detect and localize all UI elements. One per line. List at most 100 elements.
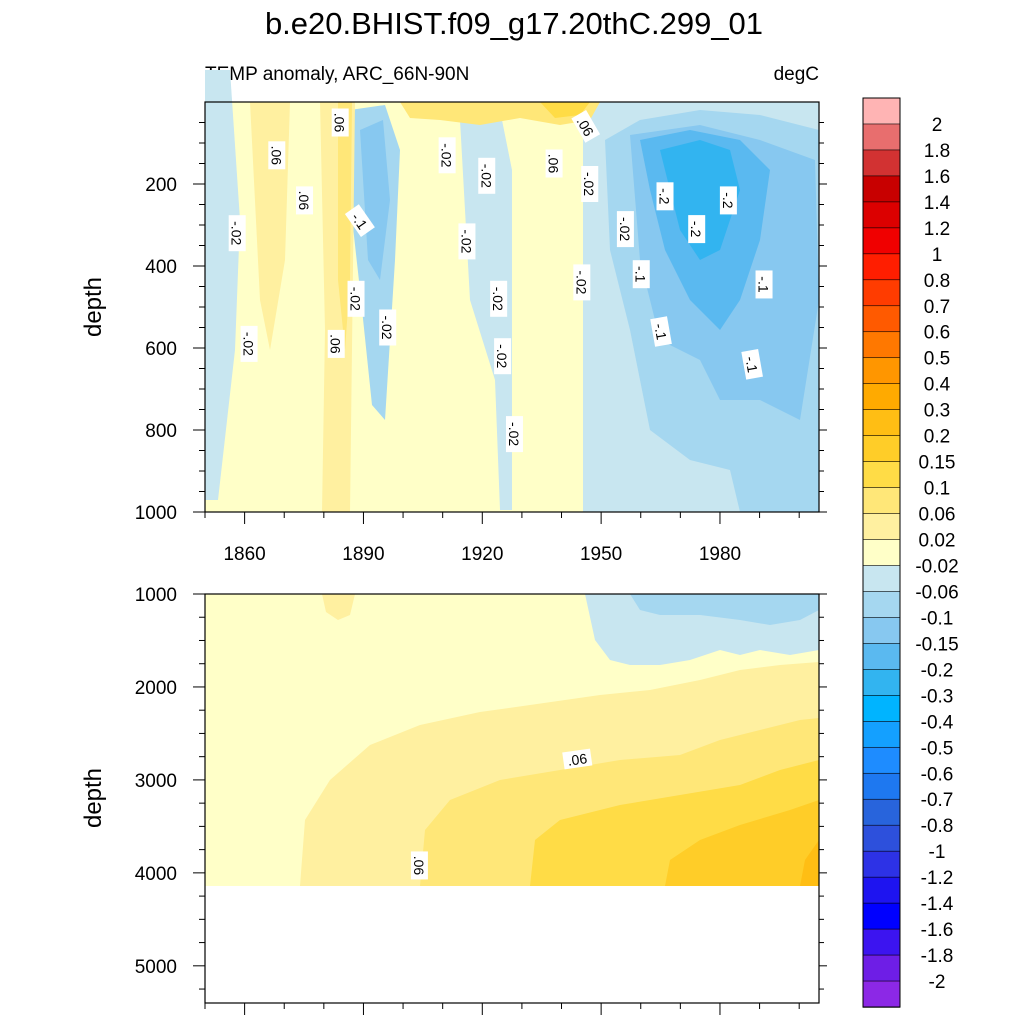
colorbar-level-label: -1 xyxy=(929,842,946,863)
colorbar-swatch xyxy=(862,721,901,748)
colorbar-level-label: -0.02 xyxy=(915,556,958,577)
contour-label-text: -.1 xyxy=(633,266,649,283)
contour-label-bg xyxy=(545,149,563,178)
colorbar-swatch xyxy=(862,461,901,489)
colorbar-level-label: 1.6 xyxy=(924,167,950,188)
subtitle-left: TEMP anomaly, ARC_66N-90N xyxy=(205,64,469,85)
y-tick-label: 1000 xyxy=(135,585,177,606)
colorbar-swatch xyxy=(862,591,901,619)
colorbar-level-label: 0.1 xyxy=(924,479,950,500)
colorbar-level-label: -0.06 xyxy=(915,582,958,603)
colorbar-swatch xyxy=(862,902,901,930)
lower-contour-fill xyxy=(205,594,819,886)
contour-label-bg xyxy=(650,316,672,347)
contour-label: .06 xyxy=(296,186,314,215)
contour-label-text: .06 xyxy=(296,191,312,211)
contour-label-bg xyxy=(379,309,397,346)
contour-label-text: .06 xyxy=(332,113,348,133)
colorbar-swatch xyxy=(862,331,901,359)
contour-label-bg xyxy=(741,349,763,380)
contour-label-text: -.02 xyxy=(229,221,245,245)
contour-label-bg xyxy=(719,186,737,215)
colorbar-swatch xyxy=(862,279,901,307)
lower-contour-labels: .06 .06 xyxy=(410,748,593,880)
colorbar-swatch xyxy=(862,149,901,177)
lower-warm-blob xyxy=(322,594,355,620)
contour-label-bg xyxy=(656,182,674,211)
contour-label: -.02 xyxy=(505,416,523,453)
colorbar-level-label: -1.8 xyxy=(921,946,954,967)
upper-panel: 1860 1890 1920 1950 1980 200 400 600 800 1000 .0… xyxy=(80,70,827,565)
contour-label: -.02 xyxy=(581,166,599,202)
contour-label-bg xyxy=(755,270,773,299)
contour-label: -.1 xyxy=(741,349,763,380)
contour-label: .06 xyxy=(562,748,593,770)
colorbar-swatch xyxy=(862,357,901,385)
contour-label-bg xyxy=(410,851,428,880)
colorbar-level-label: -1.6 xyxy=(921,920,954,941)
colorbar-swatch xyxy=(862,123,901,151)
colorbar-swatch xyxy=(862,253,901,281)
contour-label-bg xyxy=(327,329,345,358)
contour-label-bg xyxy=(571,109,601,143)
y-tick-label: 200 xyxy=(145,175,177,196)
colorbar-level-label: -0.8 xyxy=(921,816,954,837)
colorbar-swatch xyxy=(862,980,901,1008)
y-tick-label: 4000 xyxy=(135,864,177,885)
contour-label-bg xyxy=(296,186,314,215)
upper-cold-plume-1-core xyxy=(360,120,390,280)
contour-label-bg xyxy=(688,215,706,244)
colorbar-level-label: 0.15 xyxy=(919,453,956,474)
subtitle-right: degC xyxy=(774,64,819,85)
x-tick-label: 1950 xyxy=(580,544,622,565)
colorbar-swatch xyxy=(862,669,901,697)
lower-panel: 1000 2000 3000 4000 5000 .06 .06 depth xyxy=(80,585,827,1015)
contour-label-bg xyxy=(240,325,258,362)
colorbar-swatch xyxy=(862,565,901,593)
colorbar-swatch xyxy=(862,435,901,463)
colorbar-level-label: -0.2 xyxy=(921,660,954,681)
contour-label-text: -.02 xyxy=(506,422,522,446)
upper-contour-labels: .06 .06 .06 -.02 -.1 -.02 -.02 -.02 .06 -.02 -.02.… xyxy=(228,108,773,453)
colorbar-level-label: 0.6 xyxy=(924,323,950,344)
contour-label: -.02 xyxy=(379,309,397,346)
contour-label-bg xyxy=(438,137,456,174)
contour-label-bg xyxy=(490,280,508,317)
y-tick-label: 800 xyxy=(145,421,177,442)
colorbar-swatch xyxy=(862,746,901,774)
contour-label-text: -.02 xyxy=(494,344,510,368)
lower-warm-layer-5 xyxy=(800,840,819,886)
colorbar-swatch xyxy=(862,850,901,878)
colorbar-swatch xyxy=(862,798,901,826)
contour-label-text: -.1 xyxy=(348,210,371,233)
contour-label-text: .06 xyxy=(411,856,427,876)
colorbar-swatch xyxy=(862,487,901,515)
y-tick-label: 1000 xyxy=(135,503,177,524)
contour-label-text: -.02 xyxy=(379,315,395,339)
contour-label-text: .06 xyxy=(546,154,562,174)
contour-label: .06 xyxy=(545,149,563,178)
colorbar-level-label: 0.02 xyxy=(919,531,956,552)
colorbar-level-label: -0.3 xyxy=(921,686,954,707)
contour-label: -.02 xyxy=(438,137,456,174)
contour-label-text: -.02 xyxy=(241,332,257,356)
contour-label: -.02 xyxy=(573,264,591,301)
contour-label: -.02 xyxy=(347,280,365,317)
contour-label-text: -.02 xyxy=(617,217,633,241)
colorbar-swatch xyxy=(862,772,901,800)
contour-label-bg xyxy=(478,157,496,194)
colorbar-swatch xyxy=(862,617,901,645)
contour-label-text: -.02 xyxy=(573,270,589,294)
colorbar-swatch xyxy=(862,227,901,255)
upper-cold-plume-2 xyxy=(460,110,512,510)
colorbar-level-label: 0.2 xyxy=(924,427,950,448)
lower-warm-layer-4 xyxy=(665,800,819,886)
colorbar-level-label: 0.7 xyxy=(924,297,950,318)
contour-label: .06 xyxy=(331,108,349,137)
contour-label-bg xyxy=(562,748,593,770)
colorbar-level-label: -2 xyxy=(929,972,946,993)
colorbar-swatch xyxy=(862,824,901,852)
colorbar-swatch xyxy=(862,383,901,411)
colorbar: 2 1.8 1.6 1.4 1.2 1 0.8 0.7 0.6 0.5 0.4 0.3 0.2 0.15 0… xyxy=(862,97,959,1008)
